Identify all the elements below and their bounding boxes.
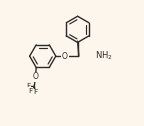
Text: F: F [26, 83, 30, 89]
Text: F: F [28, 88, 32, 94]
Text: O: O [62, 52, 68, 61]
Text: NH$_2$: NH$_2$ [95, 50, 112, 62]
Text: F: F [33, 89, 37, 95]
Text: O: O [33, 72, 38, 81]
